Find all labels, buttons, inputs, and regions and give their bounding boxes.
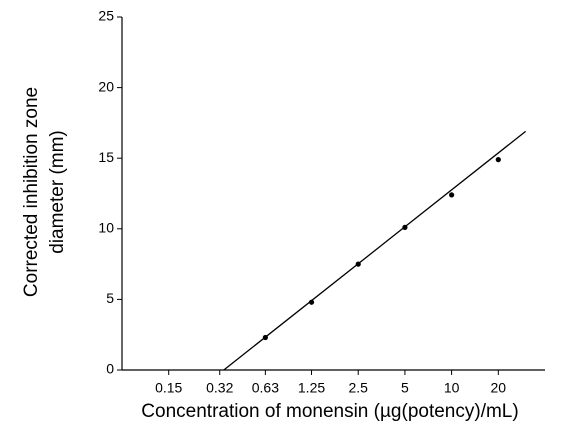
x-tick-label: 2.5 xyxy=(348,380,368,396)
x-tick-label: 5 xyxy=(401,380,409,396)
data-point xyxy=(355,261,361,267)
x-tick-label: 0.63 xyxy=(252,380,279,396)
x-tick-label: 10 xyxy=(444,380,460,396)
x-tick-label: 20 xyxy=(491,380,507,396)
y-tick-label: 5 xyxy=(106,290,114,306)
y-tick-label: 25 xyxy=(98,8,114,24)
data-point xyxy=(449,192,455,198)
x-axis-label: Concentration of monensin (µg(potency)/m… xyxy=(141,401,518,422)
y-tick-label: 20 xyxy=(98,78,114,94)
y-axis-label: Corrected inhibition zone xyxy=(21,87,42,297)
y-tick-label: 0 xyxy=(106,361,114,377)
x-tick-label: 0.15 xyxy=(155,380,182,396)
y-tick-label: 10 xyxy=(98,220,114,236)
data-point xyxy=(308,299,315,305)
fit-line xyxy=(223,130,527,371)
data-point xyxy=(495,157,501,163)
x-tick-label: 1.25 xyxy=(298,380,325,396)
x-tick-label: 0.32 xyxy=(206,380,233,396)
y-tick-label: 15 xyxy=(98,149,114,165)
y-axis-label: diameter (mm) xyxy=(47,130,68,254)
data-point xyxy=(402,224,408,230)
data-point xyxy=(262,334,268,341)
